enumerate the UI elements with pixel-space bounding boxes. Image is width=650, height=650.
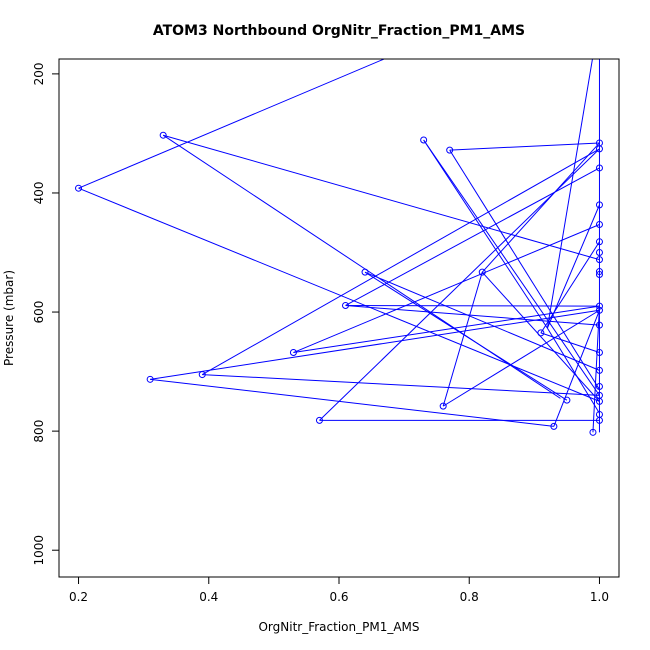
data-point <box>537 329 545 337</box>
y-axis: 200 400 600 800 1000 <box>32 62 59 565</box>
data-point <box>589 428 597 436</box>
data-point <box>198 371 206 379</box>
series-line-segment <box>553 310 600 427</box>
data-point <box>595 249 603 257</box>
x-tick-label: 0.6 <box>329 590 348 604</box>
y-tick-label: 200 <box>32 62 46 85</box>
data-point <box>595 164 603 172</box>
data-point <box>361 268 369 276</box>
data-point <box>563 396 571 404</box>
x-tick-label: 0.4 <box>199 590 218 604</box>
series-line-segment <box>150 309 600 380</box>
series-line-segment <box>449 149 600 390</box>
series-line-segment <box>202 374 600 396</box>
series-line-segment <box>345 304 600 307</box>
x-axis: 0.2 0.4 0.6 0.8 1.0 <box>69 577 609 604</box>
data-point <box>595 302 603 310</box>
series-line-segment <box>150 378 554 427</box>
series-line-segment <box>364 271 600 371</box>
y-tick-label: 600 <box>32 301 46 324</box>
plot-frame <box>58 58 620 578</box>
series-line-segment <box>78 59 386 189</box>
data-point <box>595 271 603 279</box>
series-line-segment <box>319 148 600 421</box>
x-tick-label: 0.2 <box>69 590 88 604</box>
series-line-segment <box>481 271 600 402</box>
x-tick-label: 0.8 <box>460 590 479 604</box>
chart-title: ATOM3 Northbound OrgNitr_Fraction_PM1_AM… <box>153 23 525 39</box>
series-line-segment <box>345 304 600 326</box>
y-tick-label: 400 <box>32 182 46 205</box>
y-tick-label: 1000 <box>32 535 46 566</box>
series-line-segment <box>423 139 600 396</box>
data-point <box>595 382 603 390</box>
data-point <box>315 416 323 424</box>
data-point <box>595 321 603 329</box>
data-point <box>595 366 603 374</box>
data-point <box>595 416 603 424</box>
data-point <box>595 268 603 276</box>
data-point <box>75 184 83 192</box>
y-tick-label: 800 <box>32 420 46 443</box>
data-point <box>595 349 603 357</box>
series-line-segment <box>540 241 600 334</box>
data-point <box>478 268 486 276</box>
y-axis-label: Pressure (mbar) <box>2 270 16 366</box>
series-line-segment <box>442 309 600 407</box>
data-point <box>289 349 297 357</box>
data-point <box>439 402 447 410</box>
data-point <box>595 397 603 405</box>
data-point <box>550 422 558 430</box>
data-layer <box>75 59 603 436</box>
data-point <box>595 145 603 153</box>
data-point <box>595 306 603 314</box>
series-line-segment <box>442 272 483 407</box>
series-line-segment <box>423 139 548 329</box>
series-line-segment <box>449 142 600 151</box>
series-line-segment <box>481 142 600 273</box>
data-point <box>159 131 167 139</box>
series-line-segment <box>163 134 600 261</box>
series-line-segment <box>364 271 568 401</box>
series-line-segment <box>202 148 600 375</box>
data-point <box>595 238 603 246</box>
series-line-segment <box>345 167 600 306</box>
series-line-segment <box>546 327 600 414</box>
data-point <box>595 256 603 264</box>
series-line-segment <box>546 204 600 329</box>
data-point <box>595 221 603 229</box>
data-point <box>420 136 428 144</box>
data-point <box>342 301 350 309</box>
series-line-segment <box>540 332 600 354</box>
series-line-segment <box>293 305 600 354</box>
x-axis-label: OrgNitr_Fraction_PM1_AMS <box>258 620 419 634</box>
series-line-segment <box>162 134 561 399</box>
series-line-segment <box>546 59 593 329</box>
x-tick-label: 1.0 <box>590 590 609 604</box>
series-line-segment <box>78 187 600 402</box>
data-point <box>446 146 454 154</box>
data-point <box>595 201 603 209</box>
data-point <box>146 375 154 383</box>
series-line-segment <box>293 224 600 353</box>
